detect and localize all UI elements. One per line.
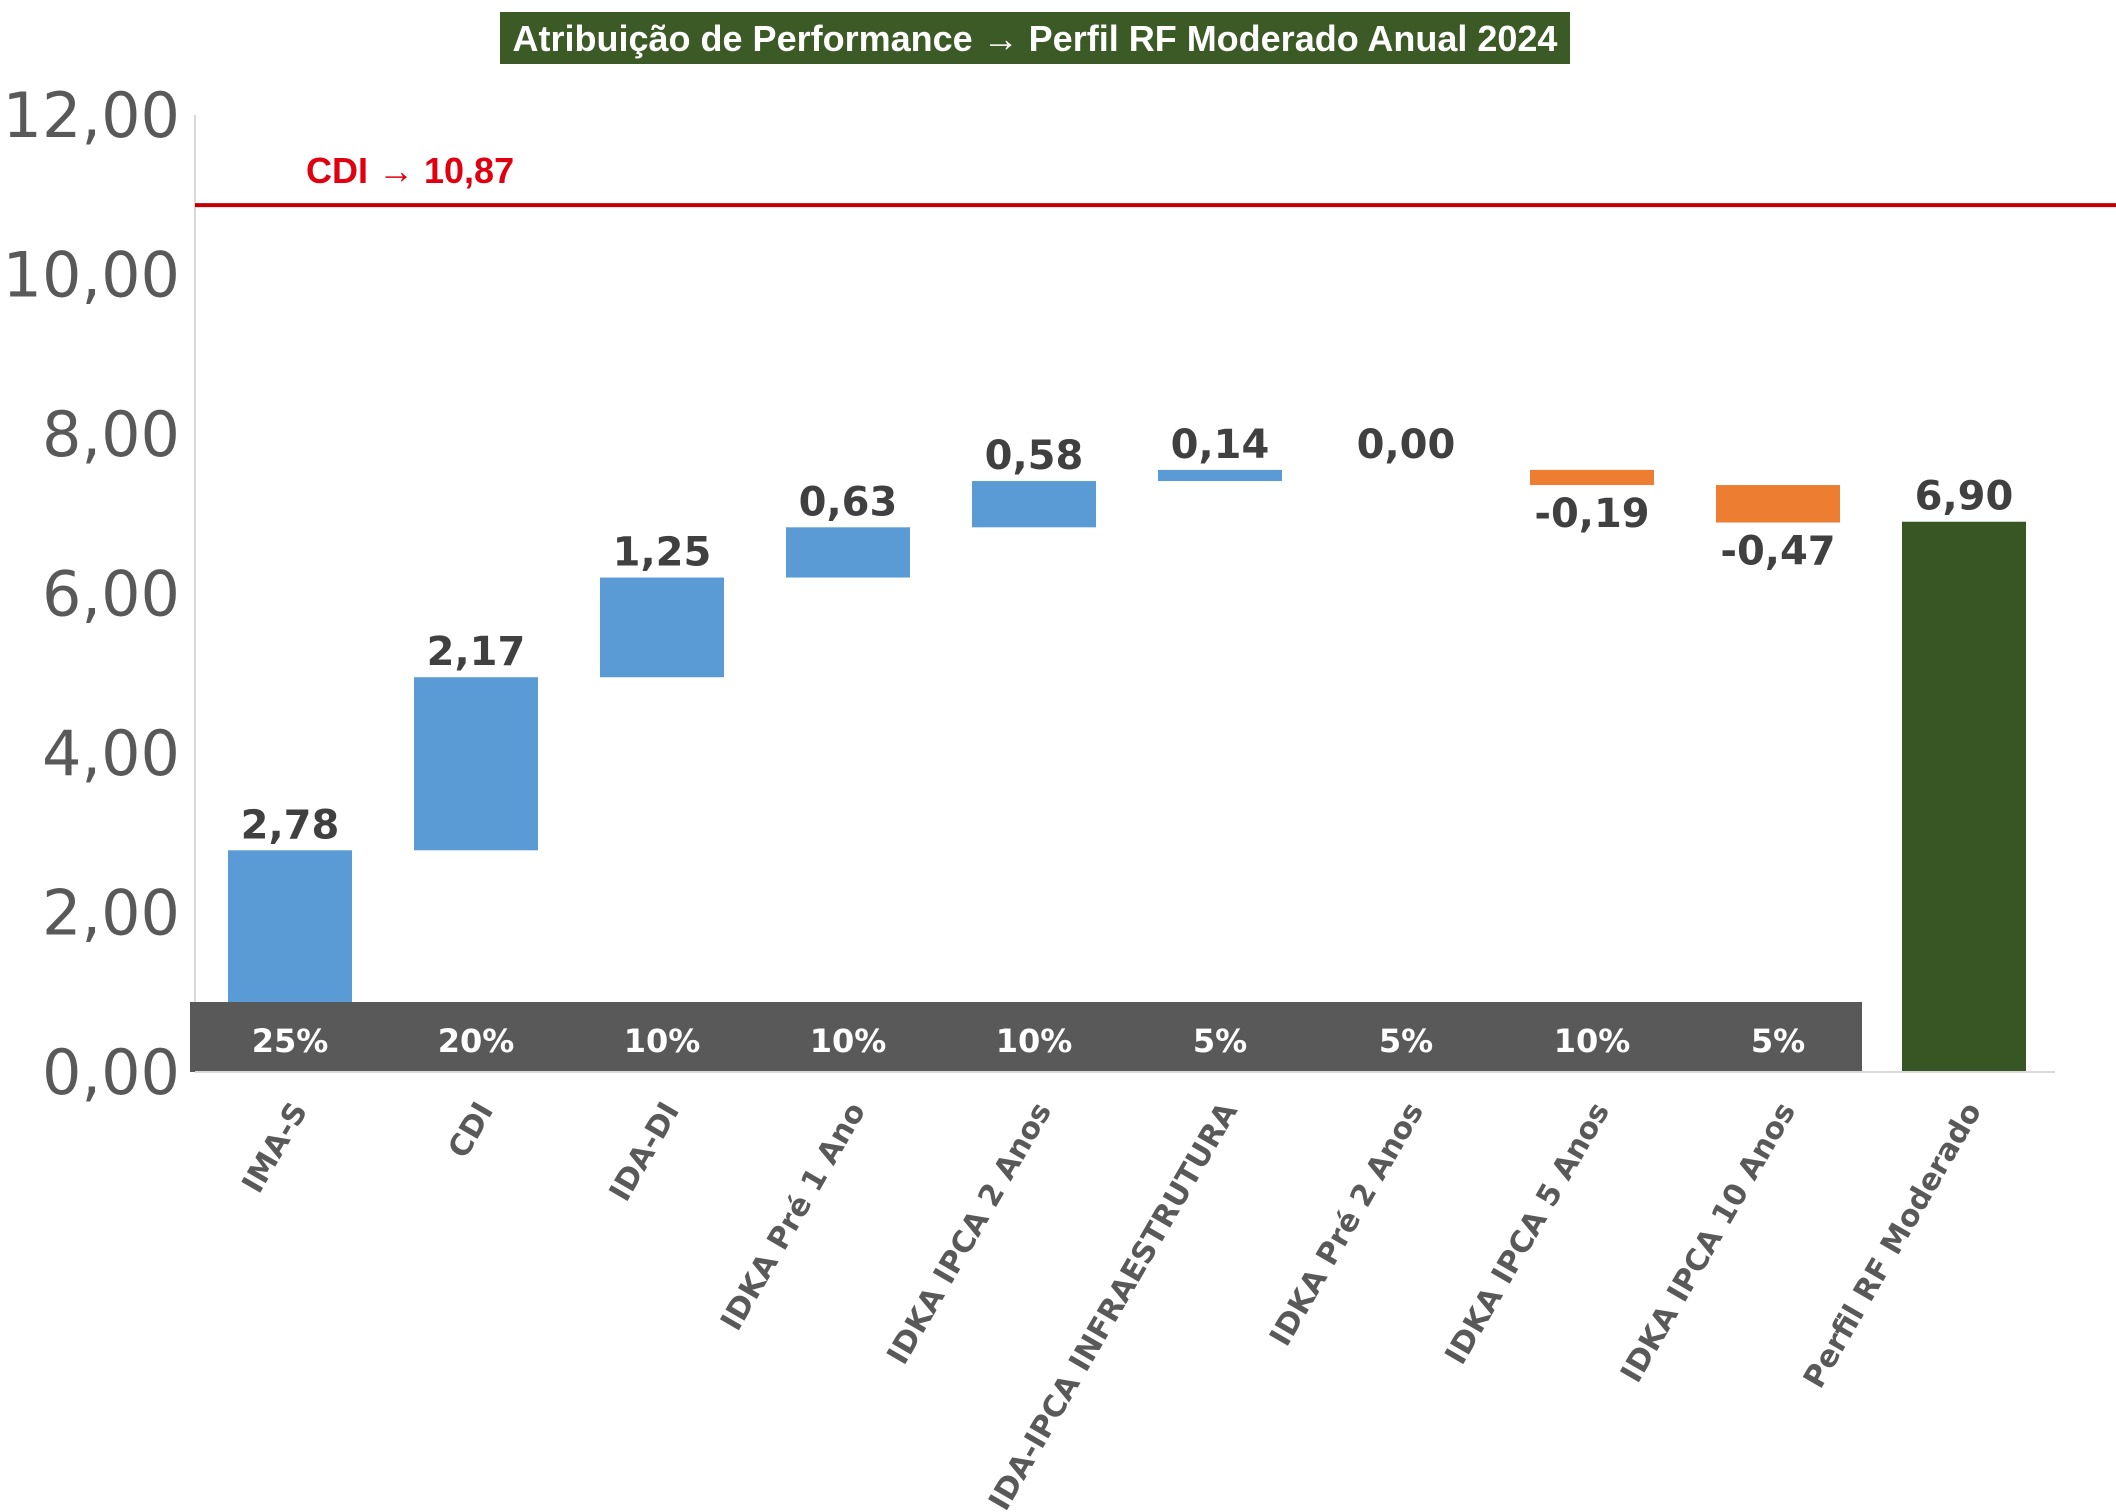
y-tick-label: 0,00 (42, 1036, 180, 1109)
x-axis: IMA-S CDI IDA-DI IDKA Pré 1 Ano IDKA IPCA 2 … (195, 1071, 2055, 1512)
bar (1902, 521, 2026, 1072)
bars: 2,78 2,17 1,25 0,63 0,58 0,14 0,00 -0,19 -0,47 6,… (228, 422, 2026, 1072)
y-axis: 0,00 2,00 4,00 6,00 8,00 10,00 12,00 (3, 79, 196, 1109)
y-tick-label: 12,00 (3, 79, 181, 152)
bar-value-label: 6,90 (1915, 474, 2014, 520)
bar (1158, 469, 1282, 482)
category-label: IDKA Pré 2 Anos (1263, 1097, 1431, 1353)
category-label: IDKA IPCA 2 Anos (881, 1097, 1059, 1371)
bar-value-label: 1,25 (613, 530, 712, 576)
chart-title-text: Atribuição de Performance → Perfil RF Mo… (513, 18, 1558, 59)
chart-title: Atribuição de Performance → Perfil RF Mo… (500, 12, 1570, 64)
bar (414, 677, 538, 851)
bar (1716, 485, 1840, 523)
y-tick-label: 10,00 (3, 239, 181, 312)
y-tick-label: 6,00 (42, 558, 180, 631)
bar-value-label: 0,00 (1357, 422, 1456, 468)
cdi-reference: CDI → 10,87 (195, 150, 2116, 208)
weight-label: 10% (624, 1022, 701, 1060)
category-label: IDKA IPCA 5 Anos (1439, 1097, 1617, 1371)
weight-label: 10% (1554, 1022, 1631, 1060)
y-tick-label: 2,00 (42, 877, 180, 950)
bar-value-label: 2,78 (241, 802, 340, 848)
bar (600, 577, 724, 678)
weight-label: 5% (1751, 1022, 1805, 1060)
bar-value-label: 2,17 (427, 629, 526, 675)
weight-band-background (190, 1002, 1862, 1072)
cdi-reference-label: CDI → 10,87 (306, 150, 514, 191)
category-label: Perfil RF Moderado (1797, 1097, 1989, 1395)
bar-value-label: 0,14 (1171, 422, 1270, 468)
weight-label: 5% (1379, 1022, 1433, 1060)
bar-value-label: 0,63 (799, 479, 898, 525)
weight-label: 10% (996, 1022, 1073, 1060)
bar (972, 481, 1096, 528)
weight-label: 10% (810, 1022, 887, 1060)
y-tick-label: 8,00 (42, 398, 180, 471)
category-label: IDKA Pré 1 Ano (714, 1097, 873, 1337)
weight-label: 25% (252, 1022, 329, 1060)
weight-band: 25% 20% 10% 10% 10% 5% 5% 10% 5% (190, 1002, 1862, 1072)
bar (228, 850, 352, 1002)
weight-label: 20% (438, 1022, 515, 1060)
bar (786, 527, 910, 578)
weight-label: 5% (1193, 1022, 1247, 1060)
chart-title-background (500, 12, 1570, 64)
category-label: IDKA IPCA 10 Anos (1614, 1097, 1803, 1389)
y-tick-label: 4,00 (42, 717, 180, 790)
bar-value-label: 0,58 (985, 433, 1084, 479)
bar-value-label: -0,19 (1534, 491, 1649, 537)
category-label: CDI (442, 1097, 501, 1165)
bar-value-label: -0,47 (1720, 529, 1835, 575)
category-label: IMA-S (235, 1097, 314, 1200)
category-label: IDA-DI (603, 1097, 687, 1208)
bar (1530, 469, 1654, 486)
